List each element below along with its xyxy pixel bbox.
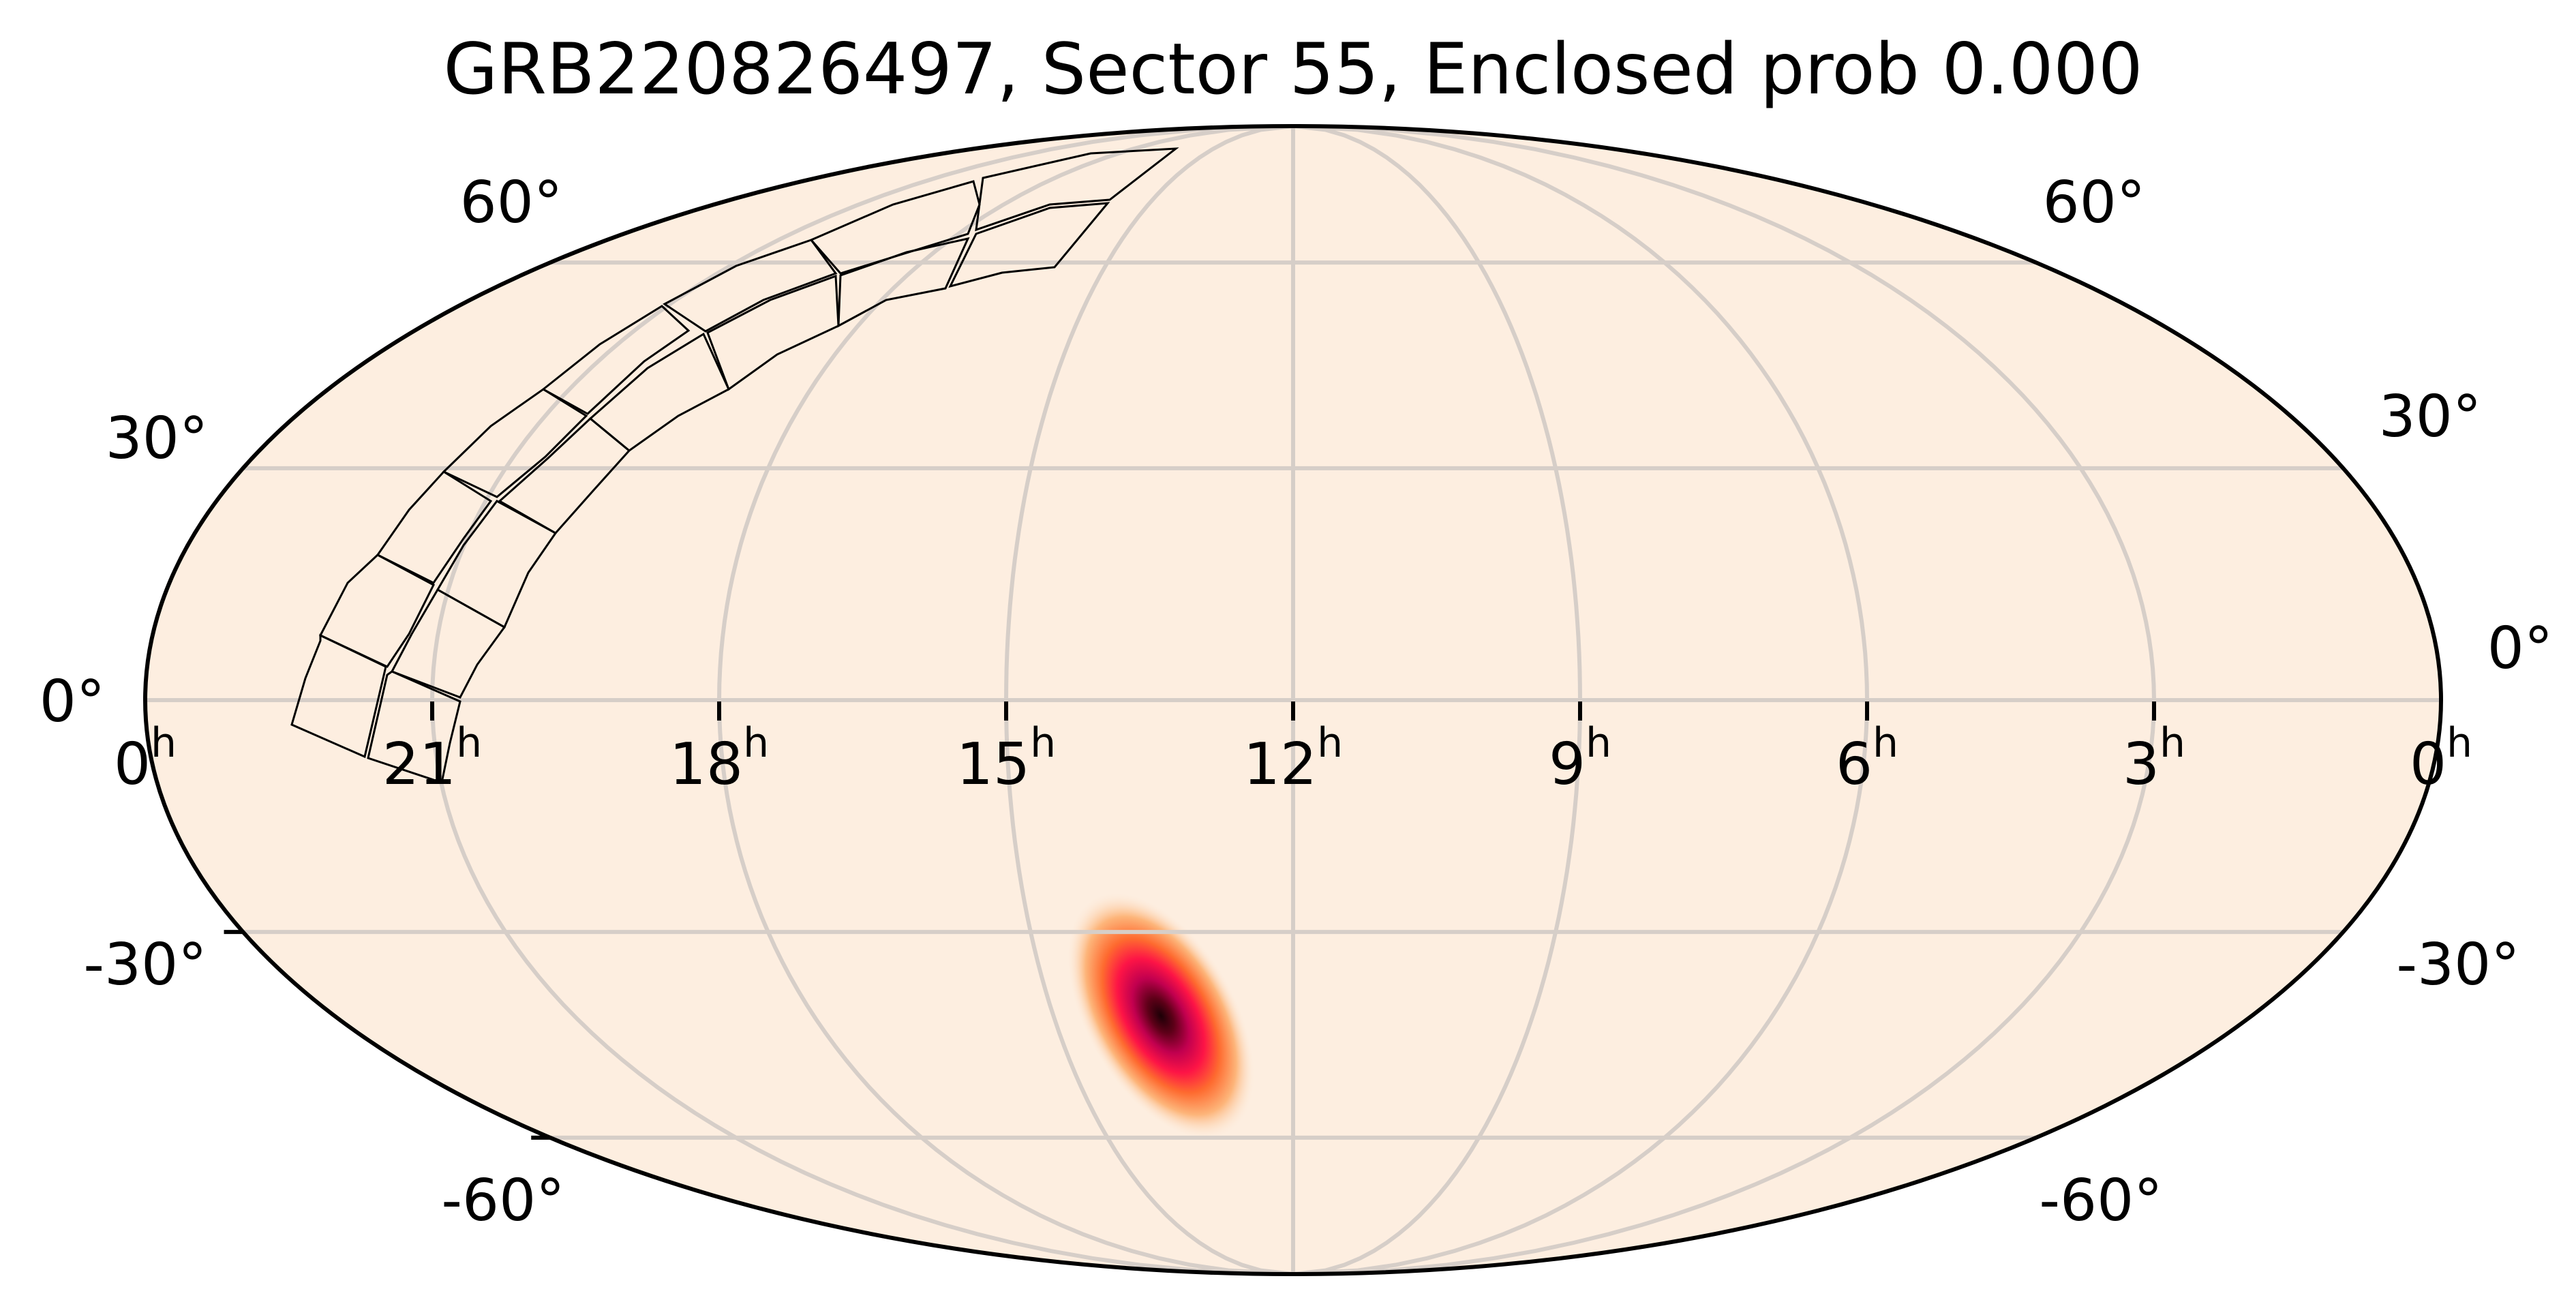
ccd-footprint [948,202,1110,288]
ccd-footprint [837,237,970,328]
dec-tick-label: 0° [2487,615,2554,682]
ra-tick-label: 6h [1836,719,1898,798]
dec-tick-label: 0° [40,668,106,736]
ccd-footprint [367,670,461,784]
dec-tick-label: -60° [2039,1167,2162,1235]
ra-tick-label: 0h [114,719,177,798]
ra-tick-label: 21h [382,719,482,798]
chart-title: GRB220826497, Sector 55, Enclosed prob 0… [444,29,2143,110]
ra-tick-labels: 0h 21h 18h 15h 12h 9h 6h 3h 0h [114,719,2472,798]
ra-tick-label: 12h [1243,719,1343,798]
dec-tick-labels-left: 60° 30° 0° -30° -60° [40,169,565,1235]
dec-tick-label: 30° [106,405,209,472]
meridian-gridline [1003,126,1294,1274]
ccd-footprint [975,147,1179,232]
dec-tick-label: 60° [2043,169,2146,237]
sky-frame [143,124,2443,1276]
dec-tick-label: -30° [83,931,207,999]
tess-footprint [290,147,1179,784]
dec-tick-label: 60° [460,169,563,237]
sky-map [143,124,2443,1276]
graticule [145,126,2441,1274]
dec-tick-label: 30° [2379,383,2482,451]
axis-ticks [224,701,2156,1140]
meridian-gridline [1292,126,2157,1274]
dec-tick-label: -60° [441,1167,564,1235]
ccd-footprint [318,554,435,668]
ra-tick-label: 9h [1549,719,1611,798]
meridian-gridline [429,126,1294,1274]
ra-tick-label: 0h [2410,719,2472,798]
ra-tick-label: 3h [2123,719,2185,798]
ra-tick-label: 15h [956,719,1056,798]
ra-tick-label: 18h [669,719,769,798]
ccd-footprint [376,470,493,584]
dec-tick-labels-right: 60° 30° 0° -30° -60° [2039,169,2553,1235]
meridian-gridline [716,126,1294,1274]
probability-blob [1066,892,1256,1140]
ccd-footprint [541,305,691,415]
ccd-footprint [663,239,838,333]
meridian-gridline [1292,126,1870,1274]
ccd-footprint [442,388,588,498]
dec-tick-label: -30° [2396,931,2519,999]
meridian-gridline [1292,126,1583,1274]
